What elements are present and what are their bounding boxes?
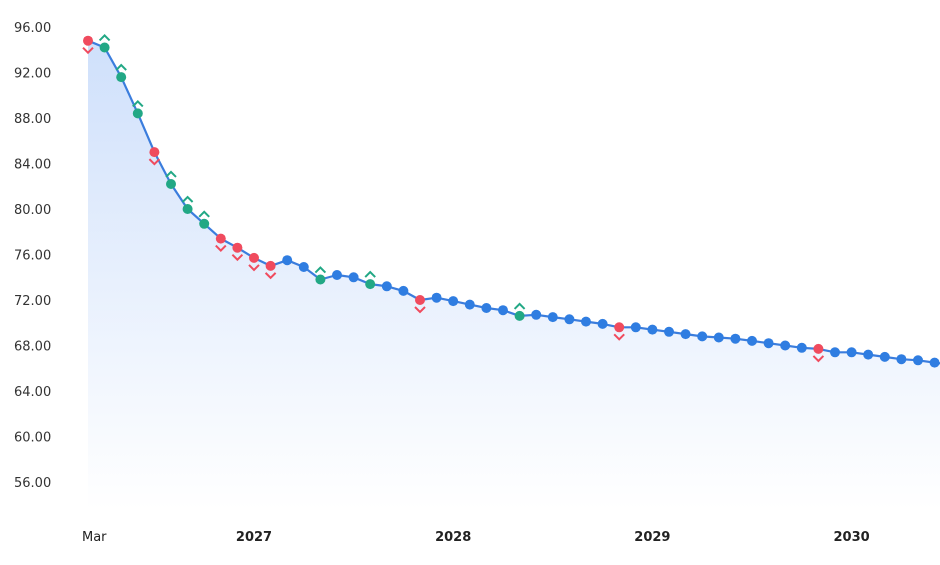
data-point (464, 299, 475, 310)
data-point (879, 351, 890, 362)
down-chevron-icon (414, 306, 426, 314)
x-tick-label: 2030 (834, 530, 870, 545)
up-chevron-icon (314, 266, 327, 274)
area-layer (88, 40, 940, 510)
y-tick-label: 72.00 (14, 294, 51, 309)
y-tick-label: 60.00 (14, 431, 51, 446)
data-point (830, 347, 840, 358)
marker-layer (82, 34, 825, 363)
data-point (697, 331, 708, 342)
data-point (298, 262, 309, 272)
y-tick-label: 68.00 (14, 340, 51, 355)
up-chevron-icon (165, 170, 177, 178)
data-point-down (813, 343, 824, 354)
data-point (448, 296, 459, 307)
x-tick-label: 2027 (236, 530, 272, 545)
down-chevron-icon (82, 46, 94, 55)
y-tick-label: 76.00 (14, 249, 51, 264)
data-point (664, 326, 674, 337)
data-point (597, 318, 608, 329)
down-chevron-icon (231, 253, 244, 262)
data-point (547, 312, 558, 323)
data-point-up (315, 274, 326, 285)
data-point (796, 342, 807, 353)
data-point-up (199, 218, 210, 229)
data-point (531, 309, 542, 320)
y-axis: 96.00 92.00 88.00 84.00 80.00 76.00 72.00 68.00… (14, 21, 51, 491)
data-point-down (215, 233, 226, 244)
down-chevron-icon (248, 264, 260, 272)
data-point (896, 354, 907, 365)
data-point (730, 333, 741, 344)
up-chevron-icon (513, 302, 526, 310)
down-chevron-icon (148, 158, 161, 166)
data-point (747, 335, 757, 346)
y-tick-label: 84.00 (14, 158, 51, 173)
y-tick-label: 56.00 (14, 476, 51, 491)
y-tick-label: 64.00 (14, 385, 51, 400)
data-point-down (232, 242, 243, 253)
down-chevron-icon (812, 355, 825, 363)
x-tick-label: 2028 (435, 530, 471, 545)
data-point (398, 285, 409, 296)
data-point (381, 281, 392, 292)
data-point (498, 305, 508, 316)
up-chevron-icon (98, 34, 111, 42)
data-point-up (182, 204, 193, 214)
point-layer (83, 35, 940, 368)
data-point-up (116, 72, 127, 83)
data-point (581, 316, 591, 327)
data-point (647, 324, 658, 335)
up-chevron-icon (132, 100, 144, 108)
data-point (630, 322, 641, 333)
data-point-up (166, 179, 176, 189)
data-point-down (83, 35, 93, 46)
data-point (564, 314, 575, 325)
data-point (913, 355, 923, 366)
data-point (282, 255, 293, 266)
up-chevron-icon (364, 270, 376, 278)
x-tick-label: Mar (82, 530, 107, 545)
data-point-down (415, 295, 425, 305)
up-chevron-icon (198, 210, 210, 218)
up-chevron-icon (181, 195, 194, 203)
data-point (431, 292, 442, 303)
x-tick-label: 2029 (634, 530, 670, 545)
data-point (846, 347, 857, 358)
data-point (929, 357, 940, 368)
data-point-down (614, 322, 625, 333)
data-point-down (249, 252, 259, 263)
data-point (680, 329, 691, 340)
data-point-down (265, 260, 276, 271)
data-point (348, 272, 359, 283)
area-fill (88, 40, 940, 510)
y-tick-label: 88.00 (14, 112, 51, 127)
data-point-up (514, 310, 525, 321)
down-chevron-icon (215, 244, 227, 252)
data-point-up (365, 279, 376, 290)
data-point (713, 332, 724, 343)
x-axis: Mar 2027 2028 2029 2030 (82, 530, 870, 545)
y-tick-label: 80.00 (14, 203, 51, 218)
data-point (863, 349, 874, 360)
down-chevron-icon (613, 333, 625, 341)
data-point-up (132, 108, 143, 119)
data-point (332, 270, 342, 280)
down-chevron-icon (264, 272, 277, 280)
data-point (763, 338, 774, 349)
data-point (780, 340, 791, 351)
data-point (481, 303, 492, 313)
data-point-up (99, 42, 110, 53)
y-tick-label: 92.00 (14, 67, 51, 82)
up-chevron-icon (115, 63, 127, 71)
data-point-down (149, 147, 160, 158)
y-tick-label: 96.00 (14, 21, 51, 36)
